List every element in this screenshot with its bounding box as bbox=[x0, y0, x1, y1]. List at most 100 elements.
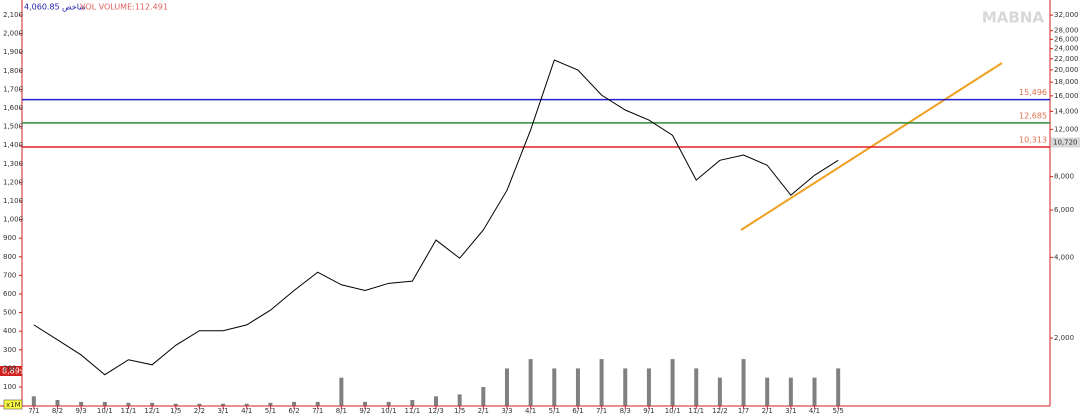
x-tick-label: 3/1 bbox=[217, 407, 228, 415]
level-label: 15,496 bbox=[1019, 88, 1047, 97]
y2-tick-label: 4,000 bbox=[1054, 253, 1074, 261]
last-price-label: 10,720 bbox=[1053, 139, 1078, 147]
x-tick-label: 9/1 bbox=[643, 407, 654, 415]
y-tick-label: 1,800 bbox=[3, 67, 23, 75]
volume-bar bbox=[599, 359, 604, 406]
y-tick-label: 1,500 bbox=[3, 123, 23, 131]
unit-box bbox=[3, 399, 23, 410]
volume-bar bbox=[623, 368, 628, 406]
x-tick-label: 2/2 bbox=[194, 407, 205, 415]
y2-tick-label: 20,000 bbox=[1054, 66, 1079, 74]
y2-tick-label: 6,000 bbox=[1054, 206, 1074, 214]
volume-bar bbox=[221, 403, 226, 406]
watermark: MABNA bbox=[982, 9, 1045, 27]
volume-bar bbox=[741, 359, 746, 406]
x-tick-label: 11/1 bbox=[688, 407, 704, 415]
last-price-box bbox=[1051, 137, 1080, 148]
y2-tick-label: 8,000 bbox=[1054, 173, 1074, 181]
y2-tick-label: 16,000 bbox=[1054, 92, 1079, 100]
x-tick-label: 4/1 bbox=[809, 407, 820, 415]
volume-bar bbox=[694, 368, 699, 406]
x-tick-label: 11/1 bbox=[404, 407, 420, 415]
volume-bar bbox=[788, 377, 793, 406]
y-tick-label: 900 bbox=[3, 234, 16, 242]
volume-bar bbox=[244, 403, 249, 406]
y2-tick-label: 2,000 bbox=[1054, 334, 1074, 342]
y-tick-label: 1,000 bbox=[3, 216, 23, 224]
x-tick-label: 10/1 bbox=[97, 407, 113, 415]
volume-bar bbox=[102, 401, 107, 406]
x-tick-label: 1/5 bbox=[170, 407, 181, 415]
x-tick-label: 3/1 bbox=[785, 407, 796, 415]
volume-bar bbox=[836, 368, 841, 406]
y-tick-label: 1,600 bbox=[3, 104, 23, 112]
y-tick-label: 600 bbox=[3, 290, 16, 298]
y-tick-label: 1,700 bbox=[3, 85, 23, 93]
y-tick-label: 2,100 bbox=[3, 11, 23, 19]
y-tick-label: 400 bbox=[3, 327, 16, 335]
x-tick-label: 2/1 bbox=[478, 407, 489, 415]
x-tick-label: 1/7 bbox=[738, 407, 749, 415]
volume-bar bbox=[812, 377, 817, 406]
volume-bar bbox=[31, 396, 36, 406]
unit-label: x1M bbox=[6, 401, 21, 409]
y-tick-label: 1,300 bbox=[3, 160, 23, 168]
x-tick-label: 4/1 bbox=[241, 407, 252, 415]
volume-bar bbox=[150, 402, 155, 406]
volume-bar bbox=[268, 402, 273, 406]
y-tick-label: 200 bbox=[3, 364, 16, 372]
volume-bar bbox=[528, 359, 533, 406]
x-tick-label: 1/5 bbox=[454, 407, 465, 415]
y2-tick-label: 14,000 bbox=[1054, 107, 1079, 115]
volume-bar bbox=[386, 401, 391, 406]
volume-bar bbox=[173, 403, 178, 406]
x-tick-label: 11/1 bbox=[121, 407, 137, 415]
volume-bar bbox=[575, 368, 580, 406]
x-tick-label: 8/2 bbox=[52, 407, 63, 415]
y2-tick-label: 18,000 bbox=[1054, 78, 1079, 86]
volume-bar bbox=[552, 368, 557, 406]
x-tick-label: 8/1 bbox=[336, 407, 347, 415]
level-label: 12,685 bbox=[1019, 111, 1047, 120]
x-tick-label: 4/1 bbox=[525, 407, 536, 415]
x-tick-label: 5/1 bbox=[265, 407, 276, 415]
y-tick-label: 800 bbox=[3, 253, 16, 261]
x-tick-label: 8/3 bbox=[620, 407, 631, 415]
x-tick-label: 10/1 bbox=[381, 407, 397, 415]
x-tick-label: 7/1 bbox=[596, 407, 607, 415]
y-tick-label: 100 bbox=[3, 383, 16, 391]
y-tick-label: 1,400 bbox=[3, 141, 23, 149]
volume-bar bbox=[481, 387, 486, 406]
header-volume: VOL VOLUME:112.491 bbox=[80, 3, 168, 12]
x-tick-label: 12/2 bbox=[712, 407, 728, 415]
y2-tick-label: 22,000 bbox=[1054, 55, 1079, 63]
x-tick-label: 12/1 bbox=[144, 407, 160, 415]
x-tick-label: 12/3 bbox=[428, 407, 444, 415]
y-tick-label: 300 bbox=[3, 346, 16, 354]
y-tick-label: 1,100 bbox=[3, 197, 23, 205]
volume-bar bbox=[434, 396, 438, 406]
y2-tick-label: 28,000 bbox=[1054, 27, 1079, 35]
y2-tick-label: 26,000 bbox=[1054, 35, 1079, 43]
volume-bar bbox=[126, 402, 131, 406]
volume-label: 8,899 bbox=[2, 367, 25, 376]
x-tick-label: 6/1 bbox=[572, 407, 583, 415]
level-label: 10,313 bbox=[1019, 136, 1047, 145]
volume-bar bbox=[410, 400, 415, 406]
x-tick-label: 7/1 bbox=[28, 407, 39, 415]
x-tick-label: 9/2 bbox=[359, 407, 370, 415]
volume-bar bbox=[197, 403, 202, 406]
volume-bar bbox=[457, 394, 462, 406]
x-tick-label: 3/3 bbox=[501, 407, 512, 415]
header-value: 4,060.85 bbox=[24, 3, 60, 12]
y2-tick-label: 24,000 bbox=[1054, 45, 1079, 53]
volume-bar bbox=[292, 401, 297, 406]
volume-label-box bbox=[0, 366, 22, 376]
x-tick-label: 5/5 bbox=[833, 407, 844, 415]
volume-bar bbox=[717, 377, 722, 406]
volume-bar bbox=[670, 359, 675, 406]
y-tick-label: 700 bbox=[3, 271, 16, 279]
